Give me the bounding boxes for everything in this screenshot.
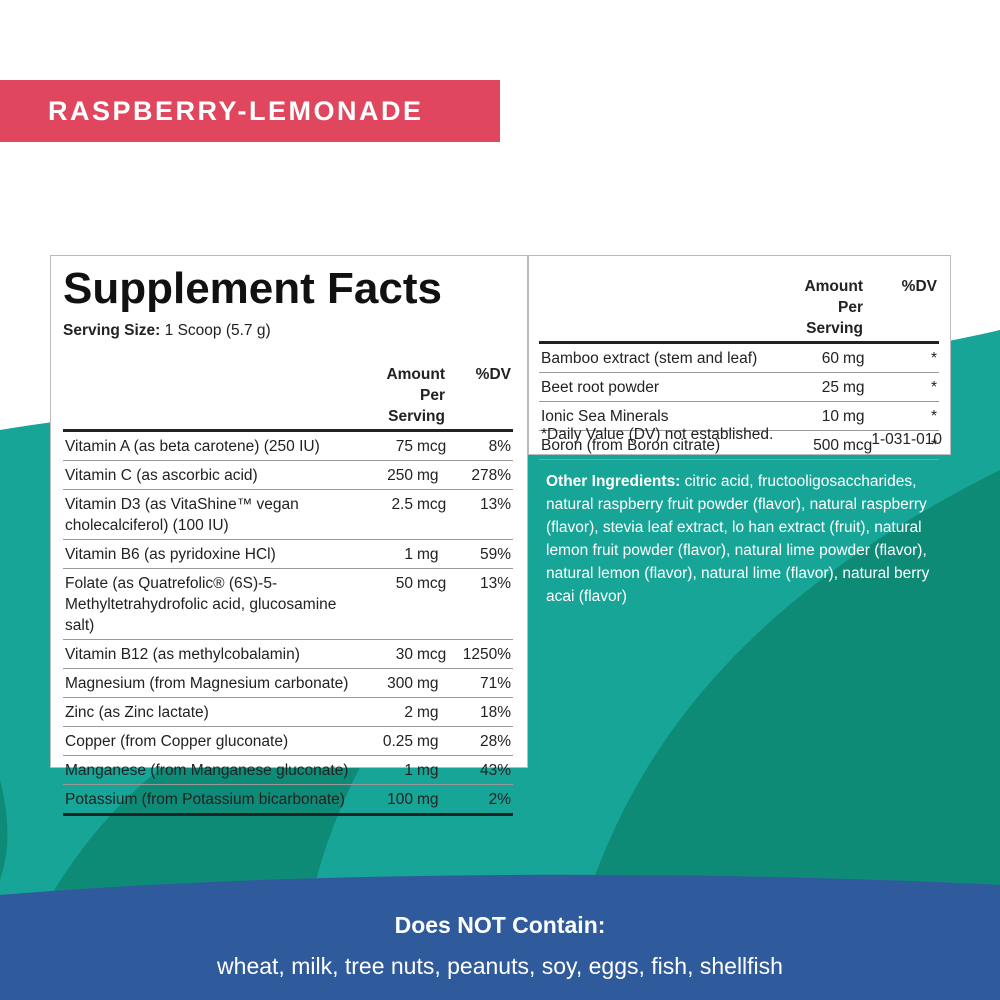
row: Manganese (from Manganese gluconate) 1 mg 4… [63, 755, 513, 785]
header-dv: %DV [457, 364, 513, 432]
amount: 2 [361, 697, 415, 727]
amount: 25 [787, 372, 841, 402]
amount: 2.5 [361, 489, 415, 540]
nutrient-name: Magnesium (from Magnesium carbonate) [63, 668, 361, 698]
other-label: Other Ingredients: [546, 473, 681, 490]
nutrient-name: Zinc (as Zinc lactate) [63, 697, 361, 727]
unit: mcg [415, 430, 457, 461]
header-row: Amount Per Serving %DV [539, 276, 939, 344]
dv: * [883, 430, 939, 460]
allergen-title: Does NOT Contain: [394, 912, 606, 938]
unit: mg [841, 372, 883, 402]
serving-value: 1 Scoop (5.7 g) [164, 322, 271, 339]
nutrient-name: Vitamin D3 (as VitaShine™ vegan cholecal… [63, 489, 361, 540]
dv: 43% [457, 755, 513, 785]
other-ingredients: Other Ingredients: citric acid, fructool… [546, 470, 936, 608]
nutrient-name: Folate (as Quatrefolic® (6S)-5-Methyltet… [63, 568, 361, 640]
row: Folate (as Quatrefolic® (6S)-5-Methyltet… [63, 568, 513, 640]
dv: 2% [457, 784, 513, 816]
unit: mcg [415, 489, 457, 540]
dv: 13% [457, 568, 513, 640]
unit: mg [841, 401, 883, 431]
dv: 1250% [457, 639, 513, 669]
row: Boron (from Boron citrate) 500 mcg * [539, 430, 939, 460]
row: Vitamin B6 (as pyridoxine HCl) 1 mg 59% [63, 539, 513, 569]
amount: 1 [361, 539, 415, 569]
amount: 500 [787, 430, 841, 460]
facts2-panel: Amount Per Serving %DV Bamboo extract (st… [528, 255, 951, 460]
row: Vitamin C (as ascorbic acid) 250 mg 278% [63, 460, 513, 490]
row: Magnesium (from Magnesium carbonate) 300 m… [63, 668, 513, 698]
amount: 300 [361, 668, 415, 698]
serving-label: Serving Size: [63, 322, 161, 339]
unit: mg [415, 726, 457, 756]
allergen-list: wheat, milk, tree nuts, peanuts, soy, eg… [217, 953, 783, 979]
unit: mg [415, 460, 457, 490]
dv: 278% [457, 460, 513, 490]
dv: 28% [457, 726, 513, 756]
facts-title: Supplement Facts [63, 264, 442, 313]
footnote: *Daily Value (DV) not established. [541, 426, 774, 443]
amount: 100 [361, 784, 415, 816]
unit: mcg [415, 639, 457, 669]
unit: mcg [415, 568, 457, 640]
amount: 75 [361, 430, 415, 461]
nutrient-name: Vitamin B12 (as methylcobalamin) [63, 639, 361, 669]
banner: RASPBERRY-LEMONADE [0, 80, 500, 142]
serving: Serving Size: 1 Scoop (5.7 g) [63, 322, 271, 340]
nutrient-name: Manganese (from Manganese gluconate) [63, 755, 361, 785]
nutrient-name: Vitamin C (as ascorbic acid) [63, 460, 361, 490]
dv: 18% [457, 697, 513, 727]
row: Bamboo extract (stem and leaf) 60 mg * [539, 342, 939, 373]
amount: 30 [361, 639, 415, 669]
amount: 1 [361, 755, 415, 785]
amount: 0.25 [361, 726, 415, 756]
nutrient-name: Bamboo extract (stem and leaf) [539, 342, 787, 373]
other-text: citric acid, fructooligosaccharides, nat… [546, 473, 930, 605]
dv: 8% [457, 430, 513, 461]
unit: mg [415, 697, 457, 727]
amount: 50 [361, 568, 415, 640]
facts-panel: Supplement Facts Serving Size: 1 Scoop (… [50, 255, 528, 816]
nutrient-name: Vitamin A (as beta carotene) (250 IU) [63, 430, 361, 461]
row: Beet root powder 25 mg * [539, 372, 939, 402]
header-row: Amount Per Serving %DV [63, 364, 513, 432]
amount: 250 [361, 460, 415, 490]
nutrient-name: Beet root powder [539, 372, 787, 402]
nutrient-name: Ionic Sea Minerals [539, 401, 787, 431]
facts-table: Amount Per Serving %DV Vitamin A (as beta… [63, 364, 513, 816]
nutrient-name: Boron (from Boron citrate) [539, 430, 787, 460]
facts2-table: Amount Per Serving %DV Bamboo extract (st… [539, 276, 939, 460]
header-amount: Amount Per Serving [361, 364, 457, 432]
amount: 60 [787, 342, 841, 373]
unit: mg [415, 755, 457, 785]
unit: mg [841, 342, 883, 373]
banner-text: RASPBERRY-LEMONADE [48, 96, 424, 126]
amount: 10 [787, 401, 841, 431]
unit: mg [415, 668, 457, 698]
dv: * [883, 401, 939, 431]
dv: 59% [457, 539, 513, 569]
unit: mg [415, 784, 457, 816]
row: Potassium (from Potassium bicarbonate) 10… [63, 784, 513, 816]
nutrient-name: Vitamin B6 (as pyridoxine HCl) [63, 539, 361, 569]
row: Zinc (as Zinc lactate) 2 mg 18% [63, 697, 513, 727]
dv: 13% [457, 489, 513, 540]
code: 1-031-010 [871, 431, 942, 448]
nutrient-name: Copper (from Copper gluconate) [63, 726, 361, 756]
row: Ionic Sea Minerals 10 mg * [539, 401, 939, 431]
row: Vitamin B12 (as methylcobalamin) 30 mcg 125… [63, 639, 513, 669]
dv: 71% [457, 668, 513, 698]
header-amount: Amount Per Serving [787, 276, 883, 344]
row: Vitamin A (as beta carotene) (250 IU) 75 m… [63, 430, 513, 461]
row: Vitamin D3 (as VitaShine™ vegan cholecal… [63, 489, 513, 540]
nutrient-name: Potassium (from Potassium bicarbonate) [63, 784, 361, 816]
unit: mcg [841, 430, 883, 460]
dv: * [883, 372, 939, 402]
dv: * [883, 342, 939, 373]
row: Copper (from Copper gluconate) 0.25 mg 28% [63, 726, 513, 756]
header-dv: %DV [883, 276, 939, 344]
unit: mg [415, 539, 457, 569]
